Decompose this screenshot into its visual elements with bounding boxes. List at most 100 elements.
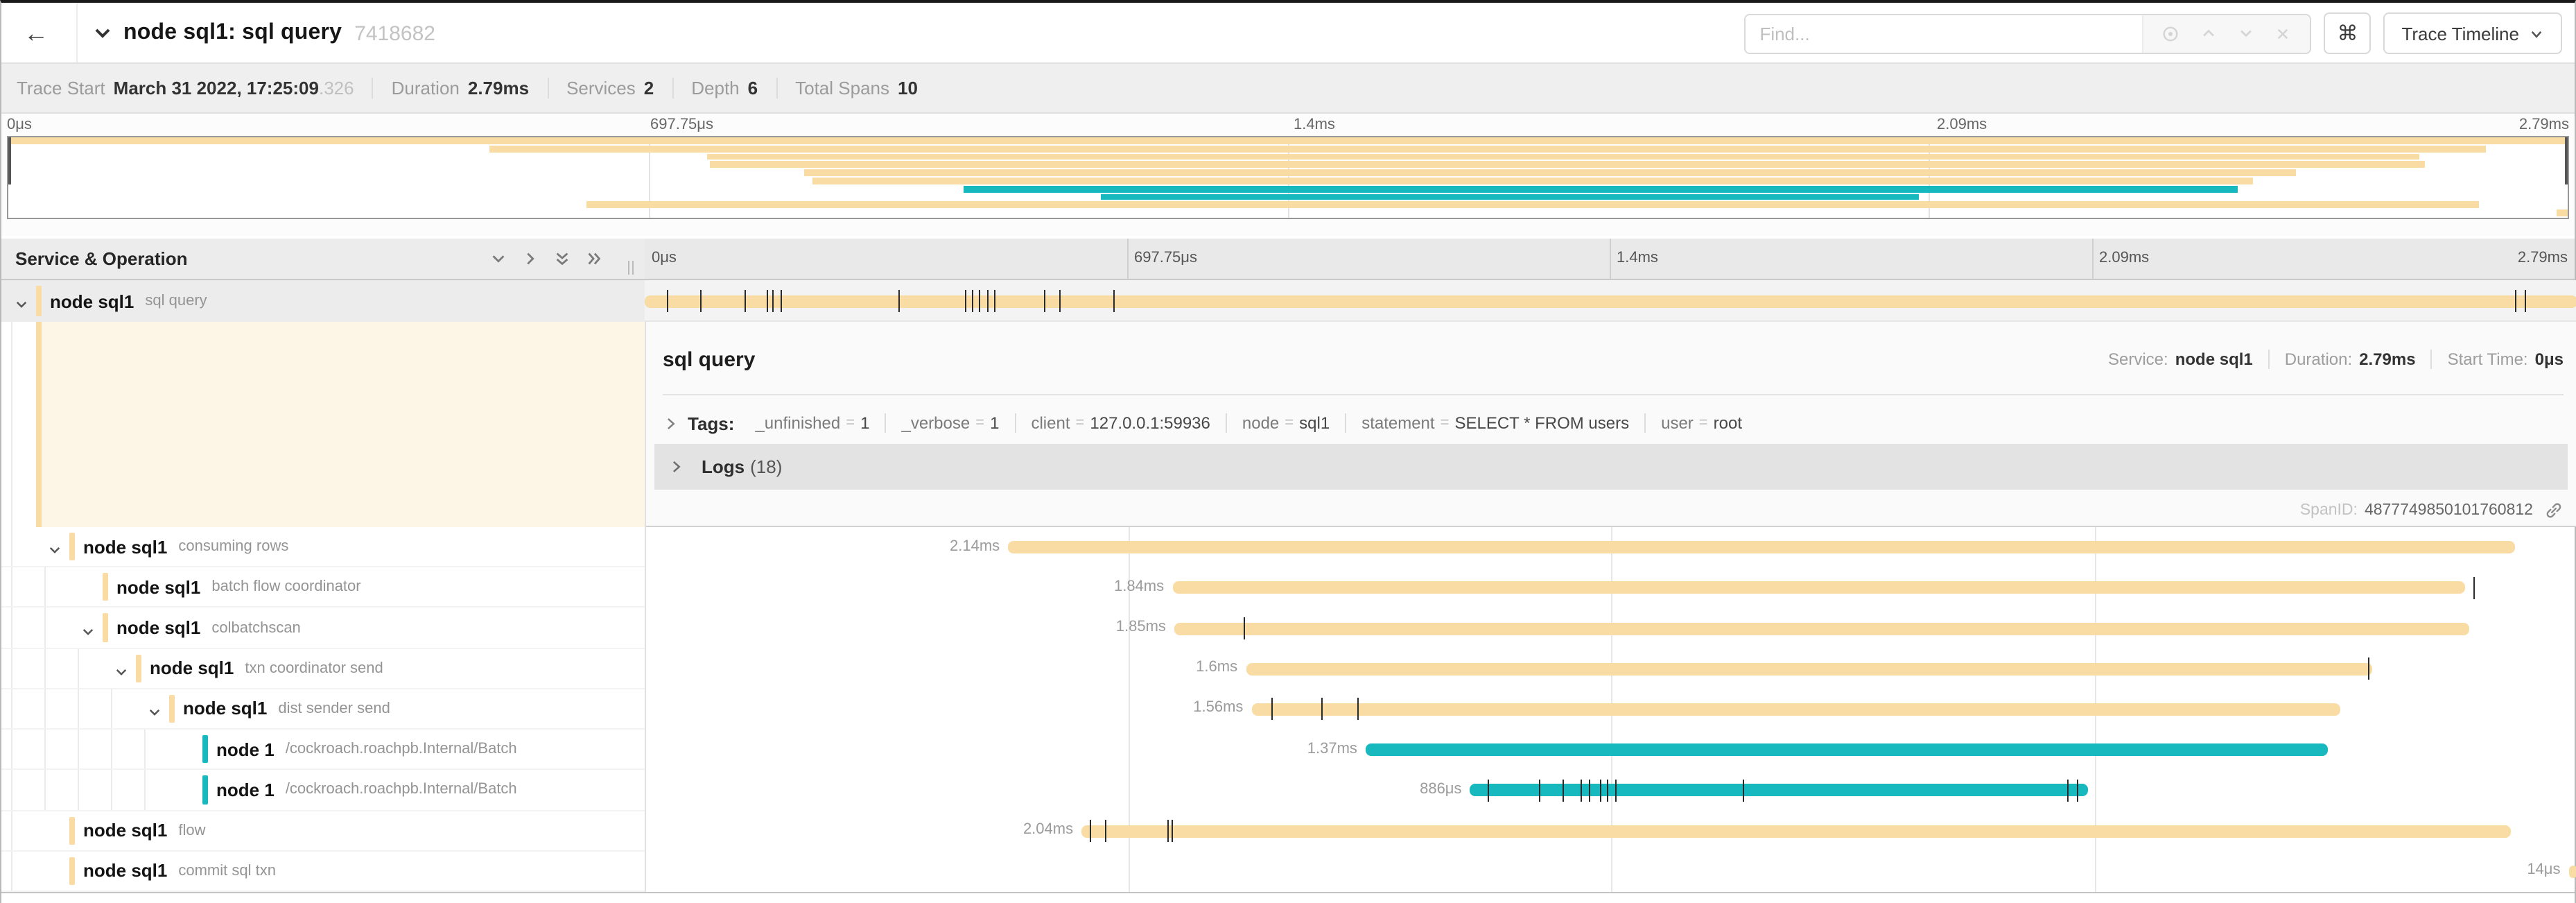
span-bar[interactable]	[1365, 743, 2329, 757]
panel-divider[interactable]	[645, 280, 646, 892]
span-bar[interactable]	[1008, 541, 2516, 554]
tree-row-service[interactable]: node sql1 txn coordinator send	[1, 648, 645, 689]
find-next-icon[interactable]	[2227, 25, 2264, 42]
tag-equals: =	[1440, 415, 1450, 431]
chevron-right-icon	[673, 461, 681, 473]
tree-row-service[interactable]: node sql1 commit sql txn	[1, 851, 645, 892]
minimap-row[interactable]	[8, 185, 2568, 194]
column-resize-handle[interactable]	[628, 261, 634, 275]
minimap-tick-label: 2.09ms	[1937, 117, 1987, 133]
service-operation-header: Service & Operation	[1, 239, 645, 280]
collapse-trace-chevron-icon[interactable]	[93, 24, 112, 43]
tree-row-service[interactable]: node sql1 consuming rows	[1, 527, 645, 568]
span-bar[interactable]	[1251, 703, 2340, 716]
span-tree-chevron-icon[interactable]	[147, 702, 162, 727]
span-tree-chevron-icon[interactable]	[14, 294, 29, 319]
span-event-tick	[1607, 779, 1609, 802]
indent-guide	[111, 689, 112, 729]
span-timeline-row[interactable]: 2.14ms	[645, 527, 2576, 567]
collapse-one-icon[interactable]	[488, 249, 507, 268]
minimap-row[interactable]	[8, 169, 2568, 178]
span-bar[interactable]	[1172, 581, 2466, 594]
timeline-tick-label: 0μs	[652, 250, 677, 266]
minimap-row[interactable]	[8, 201, 2568, 210]
minimap-row[interactable]	[8, 209, 2568, 218]
tree-row-service[interactable]: node sql1 dist sender send	[1, 689, 645, 730]
span-event-tick	[1588, 779, 1590, 802]
expand-one-icon[interactable]	[520, 249, 539, 268]
span-event-tick	[1113, 290, 1115, 312]
indent-guide	[78, 730, 79, 769]
stat-value: 10	[898, 78, 918, 98]
tree-row-service[interactable]: node 1/cockroach.roachpb.Internal/Batch	[1, 770, 645, 811]
span-bar[interactable]	[2568, 865, 2576, 878]
span-event-tick	[744, 290, 745, 312]
minimap-left-scrubber[interactable]	[8, 137, 11, 184]
span-detail-panel: sql query Service: node sql1 Duration: 2.7…	[646, 322, 2576, 527]
tree-row-service[interactable]: node sql1 flow	[1, 811, 645, 852]
span-event-tick	[1244, 617, 1246, 640]
minimap-bar	[8, 137, 2568, 144]
stat-item: Services 2	[547, 78, 654, 98]
stat-value: 6	[747, 78, 758, 98]
find-prev-icon[interactable]	[2189, 25, 2227, 42]
span-timeline-row[interactable]: 1.85ms	[645, 608, 2576, 648]
tree-row-service[interactable]: node 1/cockroach.roachpb.Internal/Batch	[1, 730, 645, 771]
keyboard-shortcuts-button[interactable]: ⌘	[2324, 12, 2372, 54]
back-button[interactable]: ←	[18, 17, 54, 50]
span-timeline-row[interactable]: 1.37ms	[645, 730, 2576, 770]
tag-equals: =	[975, 415, 985, 431]
span-tree-chevron-icon[interactable]	[114, 662, 129, 687]
deep-link-icon[interactable]	[2544, 501, 2564, 520]
span-timeline-row[interactable]: 1.6ms	[645, 648, 2576, 689]
minimap-row[interactable]	[8, 153, 2568, 162]
operation-name: dist sender send	[278, 700, 390, 717]
operation-name: /cockroach.roachpb.Internal/Batch	[285, 781, 517, 798]
tags-list: _unfinished = 1 _verbose = 1 client = 127.0.0.1:…	[740, 413, 1757, 433]
tree-row-service[interactable]: node sql1 sql query	[1, 280, 645, 322]
span-tree-chevron-icon[interactable]	[47, 540, 62, 565]
span-timeline-row[interactable]: 2.04ms	[645, 811, 2576, 851]
indent-guide	[11, 689, 12, 729]
minimap-row[interactable]	[8, 145, 2568, 154]
span-bar[interactable]	[1246, 662, 2373, 676]
trace-view-selector[interactable]: Trace Timeline	[2383, 12, 2562, 54]
span-duration-label: 2.04ms	[1022, 821, 1074, 839]
logs-accordion[interactable]: Logs (18)	[654, 444, 2568, 490]
rows-bottom-border	[1, 892, 2575, 893]
tag-value: root	[1713, 413, 1743, 433]
span-event-tick	[979, 290, 981, 312]
minimap-row[interactable]	[8, 137, 2568, 146]
collapse-all-icon[interactable]	[552, 249, 571, 268]
minimap-row[interactable]	[8, 161, 2568, 170]
span-timeline-row[interactable]: 1.56ms	[645, 689, 2576, 730]
span-bar[interactable]	[1081, 825, 2511, 838]
span-timeline-row[interactable]: 1.84ms	[645, 567, 2576, 608]
minimap-canvas[interactable]	[7, 136, 2569, 219]
tag-item: _verbose = 1	[885, 413, 1014, 433]
span-duration-label: 1.56ms	[1193, 699, 1244, 716]
tree-row-service[interactable]: node sql1 colbatchscan	[1, 608, 645, 649]
span-color-bar	[169, 694, 175, 723]
minimap-right-scrubber[interactable]	[2565, 137, 2568, 184]
expand-all-icon[interactable]	[584, 249, 603, 268]
trace-title-group[interactable]: node sql1: sql query 7418682	[93, 3, 435, 64]
span-detail-left-gutter	[1, 322, 645, 527]
find-clear-icon[interactable]	[2264, 26, 2301, 41]
indent-guide	[111, 730, 112, 769]
find-focus-icon[interactable]	[2152, 24, 2189, 42]
span-tree-chevron-icon[interactable]	[80, 621, 96, 646]
minimap-row[interactable]	[8, 194, 2568, 202]
span-bar[interactable]	[645, 295, 2576, 307]
span-bar[interactable]	[1470, 784, 2088, 797]
span-timeline-row[interactable]	[645, 280, 2576, 322]
tags-accordion[interactable]: Tags: _unfinished = 1 _verbose = 1 client = 127.…	[663, 405, 2564, 441]
find-input[interactable]	[1746, 15, 2143, 52]
span-timeline-row[interactable]: 886μs	[645, 771, 2576, 811]
service-name: node sql1	[116, 576, 201, 598]
indent-guide	[11, 527, 12, 567]
span-timeline-row[interactable]: 14μs	[645, 852, 2576, 892]
minimap-row[interactable]	[8, 178, 2568, 186]
span-bar[interactable]	[1174, 622, 2469, 635]
tree-row-service[interactable]: node sql1 batch flow coordinator	[1, 567, 645, 608]
